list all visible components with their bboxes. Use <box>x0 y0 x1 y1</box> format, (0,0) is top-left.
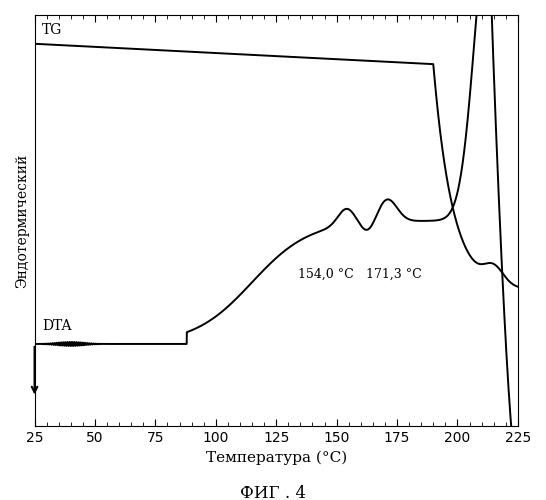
Y-axis label: Эндотермический: Эндотермический <box>15 154 29 288</box>
Text: 171,3 °C: 171,3 °C <box>366 268 422 281</box>
Text: TG: TG <box>42 22 62 36</box>
X-axis label: Температура (°С): Температура (°С) <box>206 450 347 465</box>
Text: 154,0 °C: 154,0 °C <box>298 268 354 281</box>
Text: ФИГ . 4: ФИГ . 4 <box>240 484 306 500</box>
Text: DTA: DTA <box>42 318 72 332</box>
